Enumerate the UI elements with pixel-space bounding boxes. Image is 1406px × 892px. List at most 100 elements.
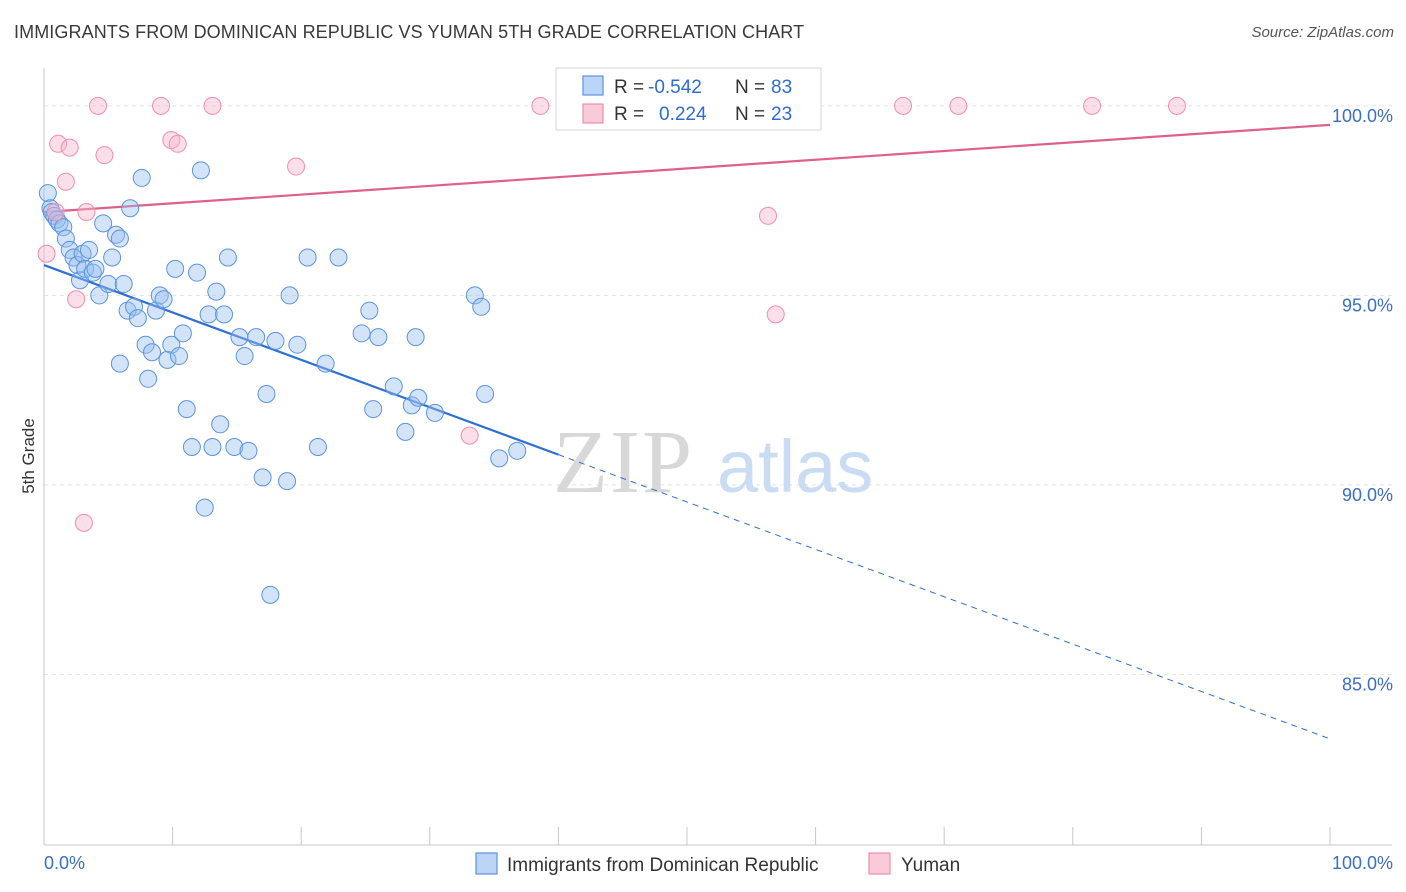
yuman-point [1083,96,1102,115]
dominican-point [396,422,415,441]
dominican-point [125,297,144,316]
x-tick-label: 100.0% [1332,853,1393,873]
dominican-point [128,309,147,328]
yuman-trend-line [43,123,1331,214]
yuman-point [759,206,778,225]
yuman-point [152,96,171,115]
dominican-point [136,335,155,354]
dominican-point [54,218,73,237]
dominican-point [247,328,266,347]
dominican-point [215,305,234,324]
dominican-point [56,229,75,248]
dominican-point [195,498,214,517]
dominican-point [476,384,495,403]
yuman-point [56,172,75,191]
dominican-point [182,438,201,457]
dominican-point [253,468,272,487]
axes [43,68,1392,846]
dominican-point [235,347,254,366]
series-name-pink: Yuman [901,855,960,876]
trend-lines [43,123,1331,740]
dominican-point [472,297,491,316]
yuman-point [531,96,550,115]
yuman-point [46,203,65,222]
yuman-point [460,426,479,445]
series-swatch-blue [475,852,498,875]
yuman-point [287,157,306,176]
dominican-point [211,415,230,434]
dominican-point [369,328,388,347]
dominican-point [465,286,484,305]
dominican-point [425,403,444,422]
dominican-point [384,377,403,396]
legend-r-label: R = [614,104,644,125]
series-legend: Immigrants from Dominican Republic Yuman [475,852,960,876]
y-tick-labels: 100.0% 95.0% 90.0% 85.0% [1332,106,1393,695]
dominican-point [203,438,222,457]
legend-n-value: 83 [771,77,792,98]
dominican-point [121,199,140,218]
dominican-point [170,347,189,366]
dominican-point [139,369,158,388]
dominican-point [239,441,258,460]
y-tick-label: 100.0% [1332,106,1393,126]
dominican-point [94,214,113,233]
dominican-point [110,354,129,373]
y-tick-label: 95.0% [1342,295,1393,315]
yuman-point [89,96,108,115]
watermark: ZIP atlas [553,413,873,512]
dominican-point [352,324,371,343]
dominican-point [406,328,425,347]
legend-swatch-pink [582,103,604,124]
y-axis-label: 5th Grade [19,418,38,494]
dominican-point [360,301,379,320]
dominican-point [103,248,122,267]
y-tick-label: 85.0% [1342,674,1393,694]
yuman-point [168,134,187,153]
dominican-point [298,248,317,267]
dominican-point [110,229,129,248]
dominican-point [191,161,210,180]
yuman-point [95,146,114,165]
dominican-point [99,275,118,294]
stats-legend: R = -0.542 N = 83 R = 0.224 N = 23 [555,67,822,131]
dominican-point [266,331,285,350]
yuman-point [49,134,68,153]
dominican-point [132,168,151,187]
x-tick-label: 0.0% [44,853,85,873]
dominican-point [257,384,276,403]
x-tick-labels: 0.0% 100.0% [44,853,1393,873]
dominican-point [80,240,99,259]
dominican-point [218,248,237,267]
legend-n-label: N = [735,77,765,98]
y-tick-label: 90.0% [1342,485,1393,505]
dominican-point [364,400,383,419]
dominican-point [188,263,207,282]
chart-title: IMMIGRANTS FROM DOMINICAN REPUBLIC VS YU… [14,22,805,42]
legend-n-value: 23 [771,104,792,125]
dominican-point [316,354,335,373]
dominican-point [173,324,192,343]
dominican-trend-extension [558,454,1331,740]
yuman-point [766,305,785,324]
dominican-point [225,438,244,457]
series-name-blue: Immigrants from Dominican Republic [507,855,819,876]
legend-swatch-blue [582,75,604,96]
dominican-point [166,259,185,278]
yuman-point [67,290,86,309]
grid-lines [44,105,1392,675]
yuman-point [1167,96,1186,115]
dominican-point [199,305,218,324]
dominican-point [154,290,173,309]
legend-n-label: N = [735,104,765,125]
legend-r-value: 0.224 [659,104,707,125]
dominican-point [508,441,527,460]
legend-r-label: R = [614,77,644,98]
yuman-point [203,96,222,115]
yuman-point [949,96,968,115]
yuman-point [37,244,56,263]
dominican-point [158,350,177,369]
dominican-point [86,259,105,278]
dominican-point [278,472,297,491]
